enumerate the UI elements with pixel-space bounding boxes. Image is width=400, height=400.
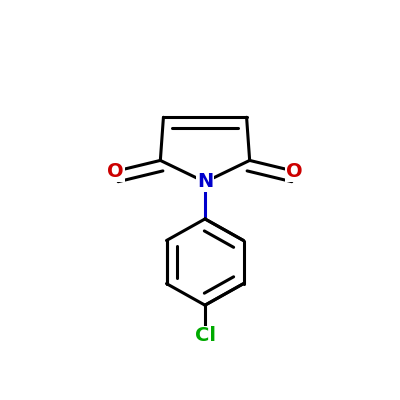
Text: Cl: Cl (194, 326, 216, 346)
Text: O: O (286, 162, 303, 181)
Text: N: N (197, 172, 213, 192)
Text: O: O (107, 162, 124, 181)
